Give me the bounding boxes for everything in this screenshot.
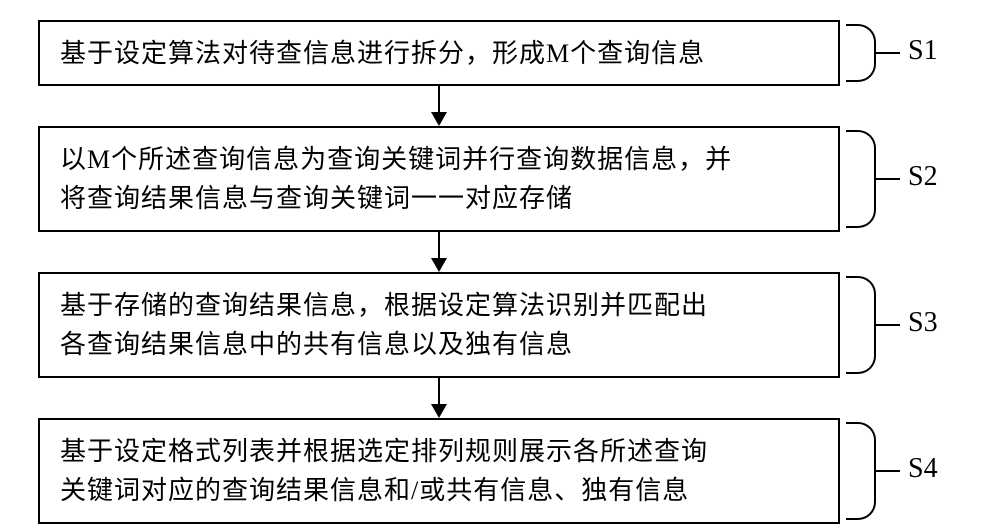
step-text: 基于设定格式列表并根据选定排列规则展示各所述查询 关键词对应的查询结果信息和/或… bbox=[60, 432, 708, 510]
step-label-s4: S4 bbox=[908, 453, 938, 485]
flowchart-canvas: 基于设定算法对待查信息进行拆分，形成M个查询信息 S1 以M个所述查询信息为查询关键… bbox=[0, 0, 1000, 531]
arrow-line bbox=[438, 86, 440, 114]
bracket bbox=[846, 422, 876, 520]
step-label-s2: S2 bbox=[908, 161, 938, 193]
step-box-s2: 以M个所述查询信息为查询关键词并行查询数据信息，并 将查询结果信息与查询关键词一… bbox=[38, 126, 840, 232]
step-box-s1: 基于设定算法对待查信息进行拆分，形成M个查询信息 bbox=[38, 20, 840, 86]
bracket bbox=[846, 276, 876, 374]
step-text: 基于设定算法对待查信息进行拆分，形成M个查询信息 bbox=[60, 34, 705, 73]
arrow-head-icon bbox=[431, 258, 447, 272]
step-text: 以M个所述查询信息为查询关键词并行查询数据信息，并 将查询结果信息与查询关键词一… bbox=[60, 140, 732, 218]
bracket-stub bbox=[876, 324, 900, 326]
step-text: 基于存储的查询结果信息，根据设定算法识别并匹配出 各查询结果信息中的共有信息以及… bbox=[60, 286, 708, 364]
step-label-s1: S1 bbox=[908, 35, 938, 67]
arrow-line bbox=[438, 232, 440, 260]
arrow-line bbox=[438, 378, 440, 406]
bracket-stub bbox=[876, 470, 900, 472]
step-label-s3: S3 bbox=[908, 307, 938, 339]
step-box-s3: 基于存储的查询结果信息，根据设定算法识别并匹配出 各查询结果信息中的共有信息以及… bbox=[38, 272, 840, 378]
arrow-head-icon bbox=[431, 404, 447, 418]
bracket-stub bbox=[876, 52, 900, 54]
step-box-s4: 基于设定格式列表并根据选定排列规则展示各所述查询 关键词对应的查询结果信息和/或… bbox=[38, 418, 840, 524]
arrow-head-icon bbox=[431, 112, 447, 126]
bracket bbox=[846, 130, 876, 228]
bracket-stub bbox=[876, 178, 900, 180]
bracket bbox=[846, 24, 876, 82]
